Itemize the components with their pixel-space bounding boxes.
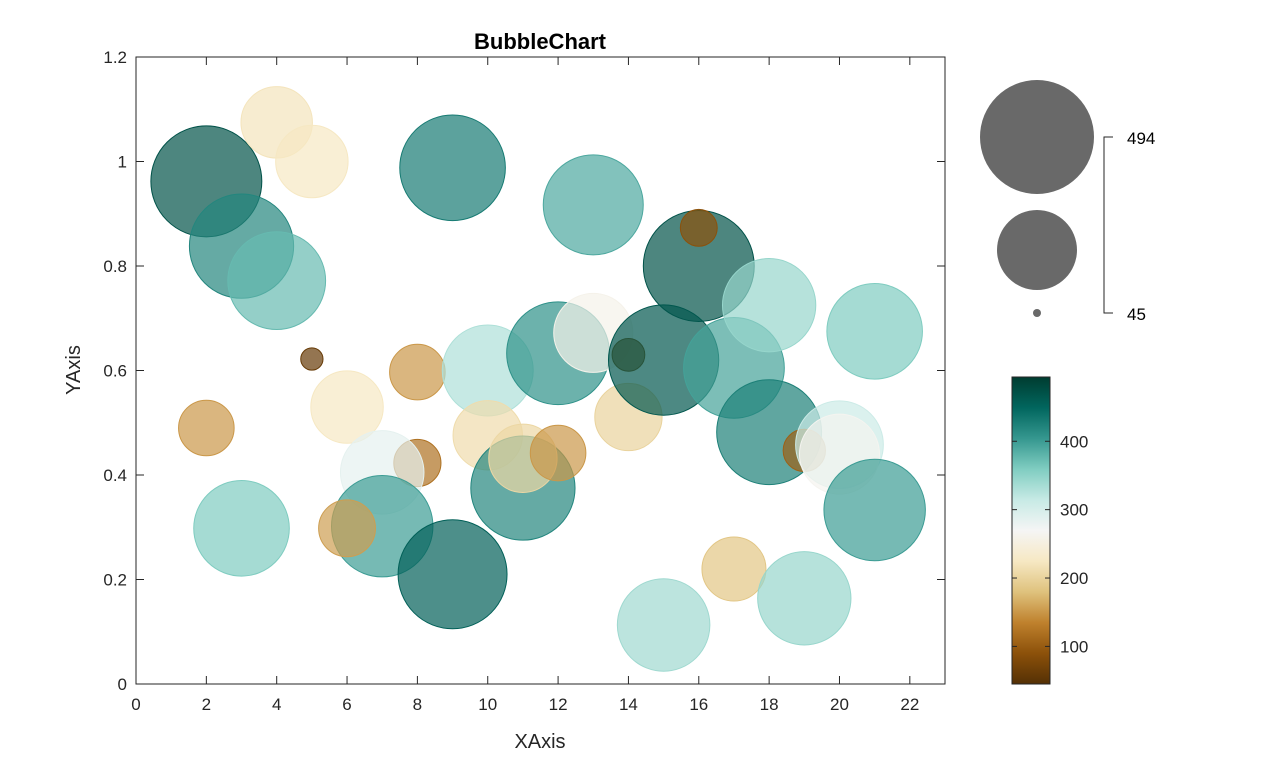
size-legend: 494 45: [980, 80, 1155, 324]
colorbar-gradient: [1011, 376, 1051, 685]
bubble-point: [757, 551, 852, 646]
bubble-point: [318, 499, 376, 558]
colorbar-tick-label: 200: [1060, 569, 1088, 588]
chart-title: BubbleChart: [474, 29, 607, 54]
colorbar-ticks: 100 200 300 400: [1012, 432, 1088, 656]
y-tick-label: 0: [118, 675, 127, 694]
bubble-point: [616, 578, 711, 672]
x-axis-title: XAxis: [514, 731, 565, 753]
bubble-point: [529, 424, 587, 482]
bubble-point: [542, 154, 644, 256]
x-tick-label: 4: [272, 695, 281, 714]
size-legend-large-bubble: [980, 80, 1094, 194]
bubble-point: [300, 347, 324, 371]
x-tick-label: 18: [760, 695, 779, 714]
x-tick-label: 22: [900, 695, 919, 714]
y-tick-label: 0.4: [103, 466, 127, 485]
size-legend-small-bubble: [1033, 309, 1041, 317]
colorbar-tick-label: 400: [1060, 432, 1088, 451]
bubble-point: [193, 480, 290, 577]
x-tick-label: 12: [549, 695, 568, 714]
size-legend-min-label: 45: [1127, 305, 1146, 324]
colorbar-tick-label: 300: [1060, 501, 1088, 520]
bubble-point: [310, 370, 384, 444]
x-tick-label: 2: [202, 695, 211, 714]
y-tick-label: 0.8: [103, 257, 127, 276]
bubble-point: [178, 399, 235, 457]
y-tick-label: 0.2: [103, 571, 127, 590]
y-axis: 0 0.2 0.4 0.6 0.8 1 1.2: [103, 48, 945, 694]
bubble-point: [389, 343, 446, 401]
y-tick-label: 1.2: [103, 48, 127, 67]
bubble-point: [679, 208, 718, 247]
bubble-point: [823, 458, 926, 562]
x-tick-label: 8: [413, 695, 422, 714]
bubble-point: [399, 114, 506, 222]
y-tick-label: 1: [118, 153, 127, 172]
x-tick-label: 10: [478, 695, 497, 714]
bubble-point: [721, 258, 817, 353]
y-axis-title: YAxis: [63, 345, 85, 395]
x-axis: 0 2 4 6 8 10 12 14 16 18 20 22: [131, 57, 919, 714]
size-legend-bracket: [1103, 136, 1113, 314]
y-tick-label: 0.6: [103, 362, 127, 381]
x-tick-label: 0: [131, 695, 140, 714]
x-tick-label: 6: [342, 695, 351, 714]
size-legend-max-label: 494: [1127, 129, 1155, 148]
bubble-point: [826, 283, 923, 380]
x-tick-label: 16: [689, 695, 708, 714]
bubbles-layer: [150, 86, 926, 672]
size-legend-medium-bubble: [997, 210, 1077, 290]
colorbar-tick-label: 100: [1060, 637, 1088, 656]
bubble-point: [275, 124, 349, 199]
x-tick-label: 20: [830, 695, 849, 714]
bubble-point: [227, 231, 327, 331]
bubble-point: [701, 536, 767, 602]
x-tick-label: 14: [619, 695, 638, 714]
bubble-point: [397, 519, 508, 630]
colorbar: 100 200 300 400: [1011, 376, 1088, 685]
